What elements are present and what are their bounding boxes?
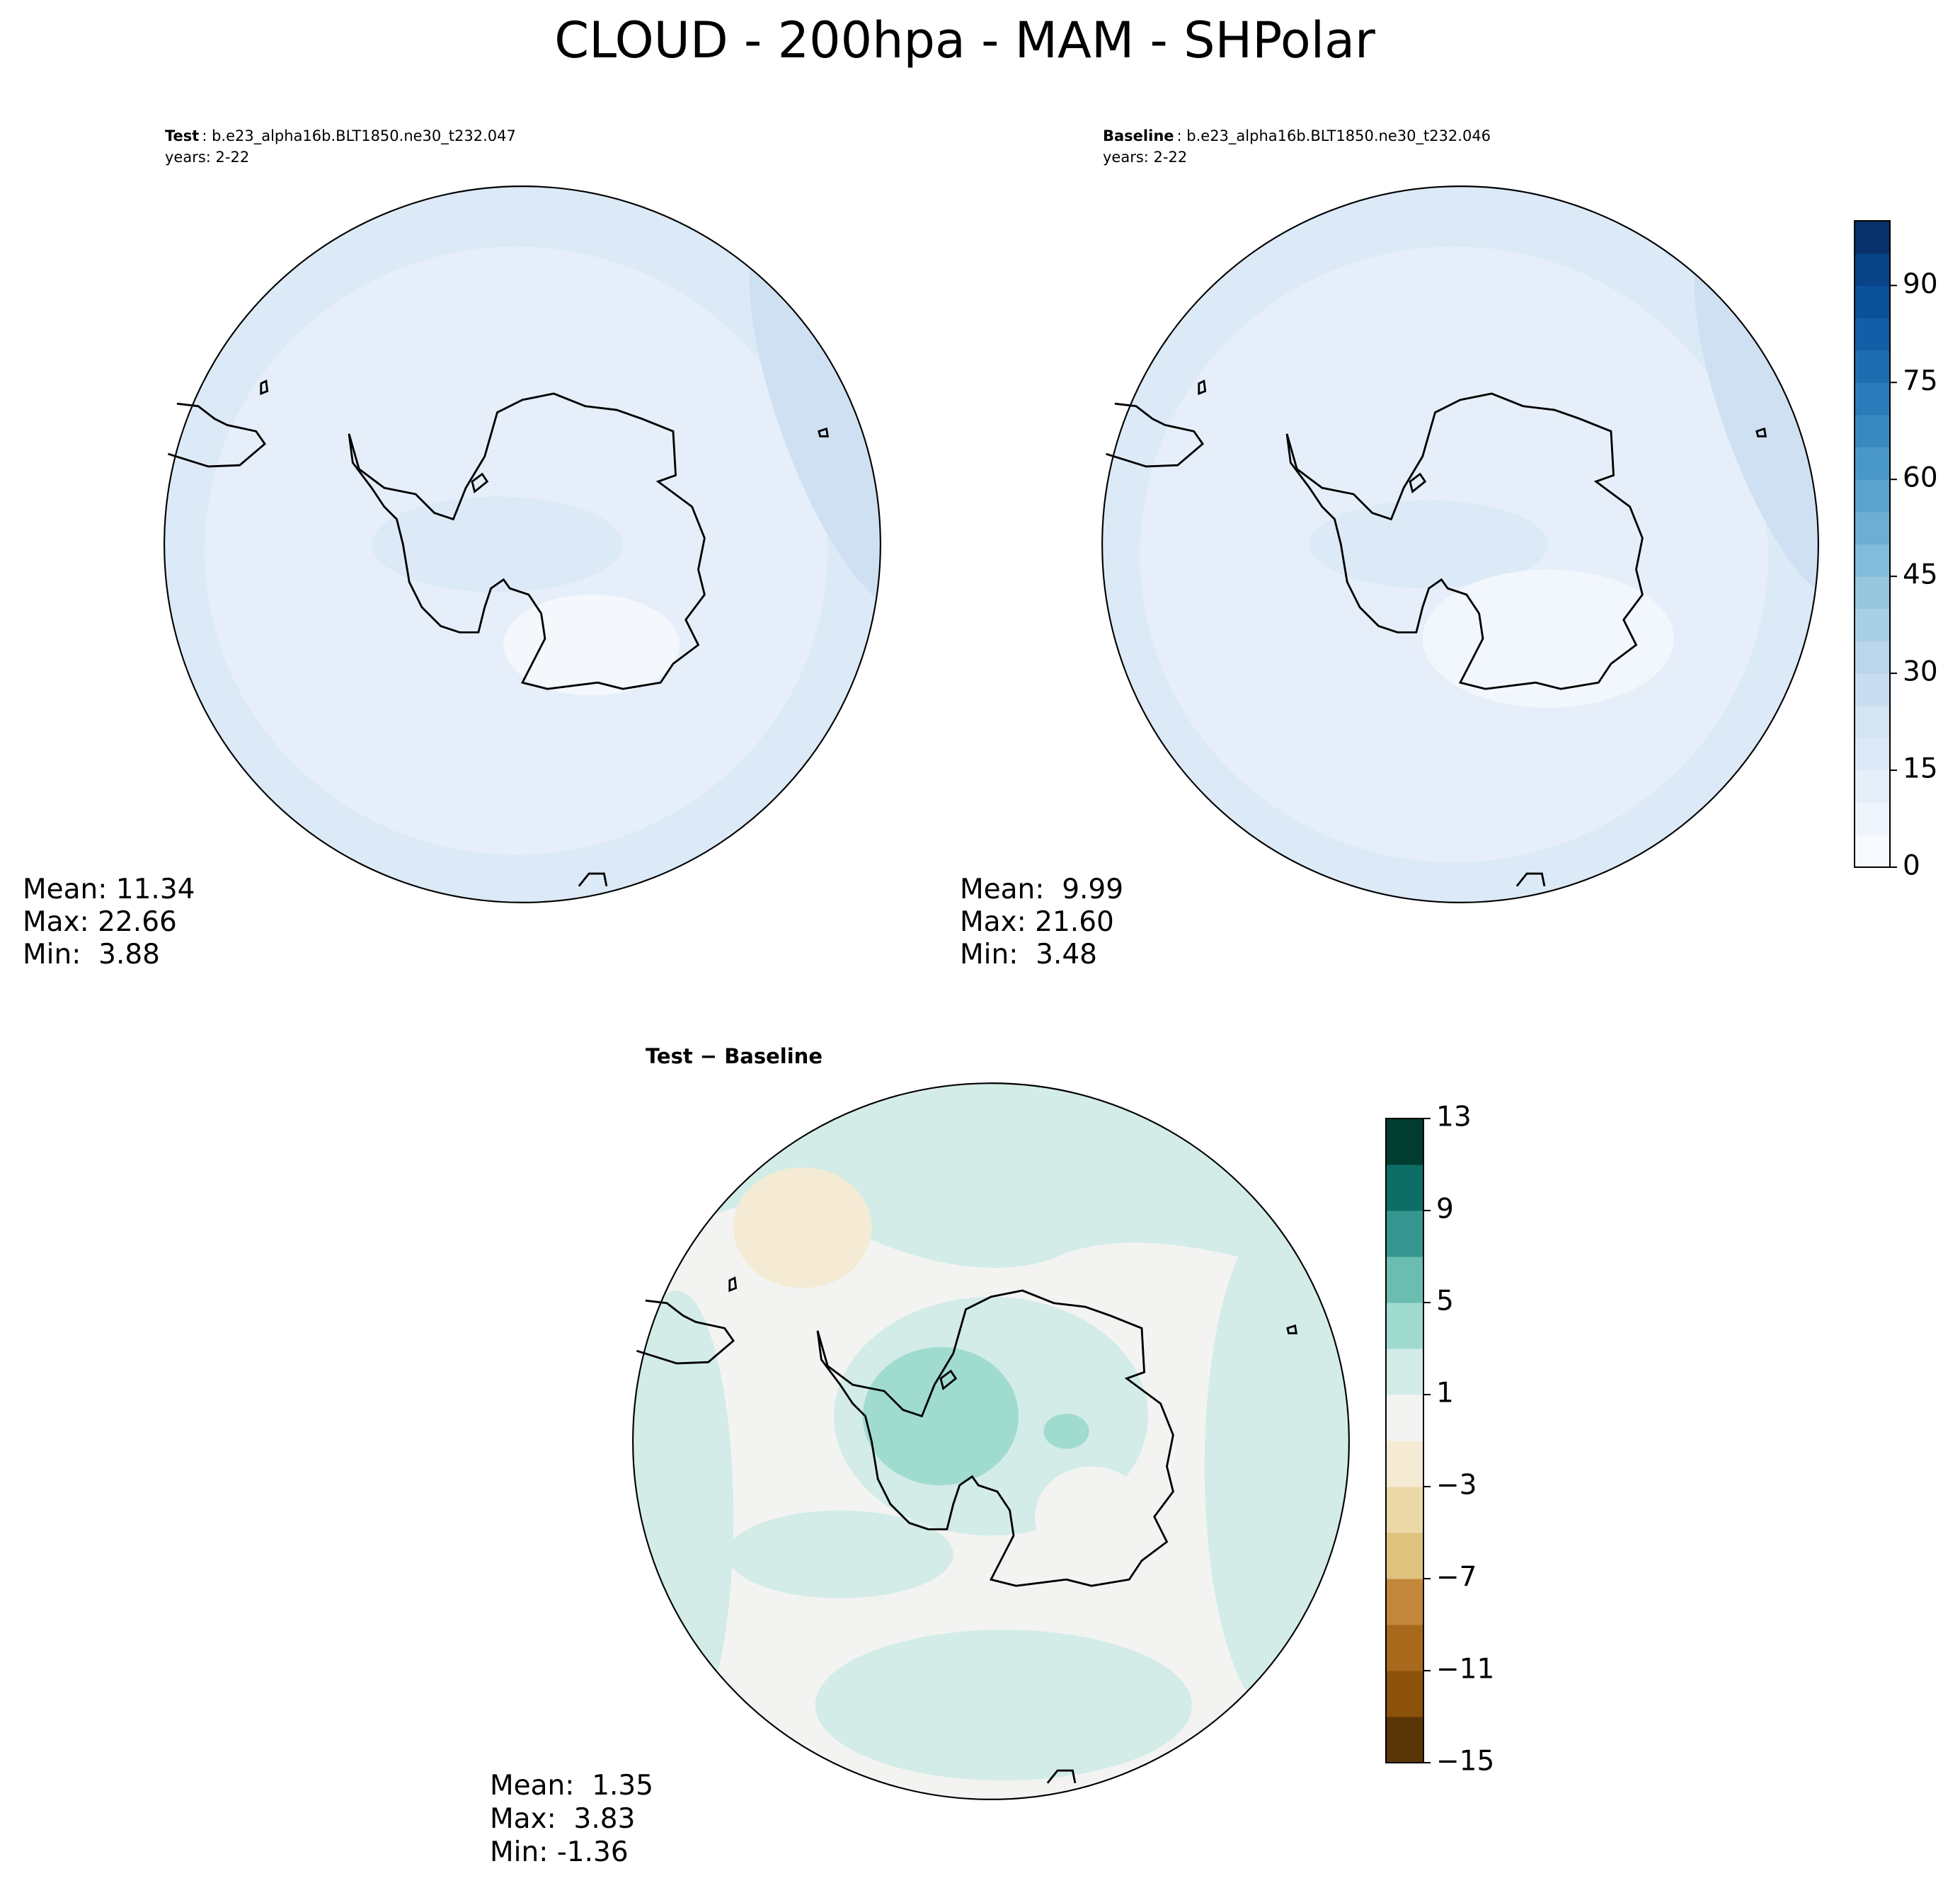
colorbar-tick-label: 75 <box>1903 365 1938 397</box>
colorbar-band <box>1386 1487 1423 1533</box>
colorbar-tick-label: 60 <box>1903 462 1938 494</box>
map <box>1101 185 1819 903</box>
colorbar-tick-label: 45 <box>1903 559 1938 591</box>
colorbar-band <box>1855 382 1890 416</box>
colorbar-band <box>1386 1717 1423 1763</box>
map <box>164 185 881 903</box>
colorbar-tick-label: 5 <box>1436 1286 1454 1317</box>
colorbar-band <box>1386 1349 1423 1395</box>
colorbar-band <box>1855 511 1890 544</box>
colorbar-tick-label: 30 <box>1903 656 1938 688</box>
stat: Max: 21.60 <box>960 906 1114 938</box>
colorbar-band <box>1386 1441 1423 1487</box>
stat: Max: 22.66 <box>23 906 177 938</box>
stat: Max: 3.83 <box>490 1803 635 1835</box>
colorbar-tick-label: −11 <box>1436 1654 1494 1686</box>
colorbar-band <box>1855 414 1890 448</box>
figure-title: CLOUD - 200hpa - MAM - SHPolar <box>554 11 1375 69</box>
colorbar-tick-label: 0 <box>1903 850 1920 882</box>
colorbar-band <box>1855 285 1890 319</box>
colorbar-band <box>1386 1165 1423 1211</box>
stat: Min: 3.88 <box>23 939 160 971</box>
colorbar-band <box>1855 641 1890 674</box>
stat: Min: 3.48 <box>960 939 1097 971</box>
colorbar-frame <box>1385 1118 1424 1763</box>
colorbar-tick-label: 1 <box>1436 1378 1454 1409</box>
colorbar-band <box>1386 1395 1423 1441</box>
colorbar-band <box>1855 317 1890 351</box>
colorbar-band <box>1386 1671 1423 1717</box>
colorbar-band <box>1855 253 1890 286</box>
colorbar-band <box>1855 738 1890 771</box>
colorbar-band <box>1855 447 1890 480</box>
colorbar-frame <box>1854 220 1891 868</box>
colorbar-band <box>1855 479 1890 513</box>
case-name: Baseline <box>1103 127 1174 144</box>
case-name: Test <box>165 127 199 144</box>
colorbar-tick-label: 13 <box>1436 1102 1472 1133</box>
colorbar-band <box>1855 221 1890 254</box>
map <box>632 1082 1350 1800</box>
colorbar-tick-label: 15 <box>1903 753 1938 785</box>
colorbar-band <box>1855 802 1890 835</box>
colorbar-tick-label: −3 <box>1436 1470 1477 1501</box>
colorbar-band <box>1855 835 1890 868</box>
years: years: 2-22 <box>1103 149 1187 166</box>
colorbar-band <box>1855 608 1890 641</box>
panel-label: Baseline: b.e23_alpha16b.BLT1850.ne30_t2… <box>1103 127 1491 145</box>
colorbar-band <box>1386 1533 1423 1579</box>
colorbar-band <box>1855 770 1890 803</box>
colorbar-tick-label: 90 <box>1903 268 1938 300</box>
colorbar-band <box>1855 705 1890 738</box>
stat: Mean: 1.35 <box>490 1770 653 1802</box>
colorbar-band <box>1386 1303 1423 1349</box>
case-id: : b.e23_alpha16b.BLT1850.ne30_t232.047 <box>202 127 516 145</box>
case-id: : b.e23_alpha16b.BLT1850.ne30_t232.046 <box>1177 127 1491 145</box>
colorbar-band <box>1386 1625 1423 1671</box>
panel-label: Test: b.e23_alpha16b.BLT1850.ne30_t232.0… <box>165 127 516 145</box>
stat: Mean: 11.34 <box>23 874 195 905</box>
colorbar-band <box>1386 1119 1423 1165</box>
colorbar-band <box>1386 1211 1423 1257</box>
stat: Mean: 9.99 <box>960 874 1123 905</box>
colorbar-tick-label: −15 <box>1436 1746 1494 1778</box>
colorbar-band <box>1855 673 1890 706</box>
colorbar-band <box>1855 576 1890 610</box>
colorbar-band <box>1855 544 1890 577</box>
colorbar-tick-label: −7 <box>1436 1562 1477 1594</box>
colorbar-band <box>1855 350 1890 383</box>
colorbar-tick-label: 9 <box>1436 1194 1454 1225</box>
years: years: 2-22 <box>165 149 249 166</box>
colorbar-band <box>1386 1579 1423 1625</box>
stat: Min: -1.36 <box>490 1836 629 1868</box>
colorbar-band <box>1386 1257 1423 1303</box>
panel-label: Test − Baseline <box>646 1044 823 1068</box>
